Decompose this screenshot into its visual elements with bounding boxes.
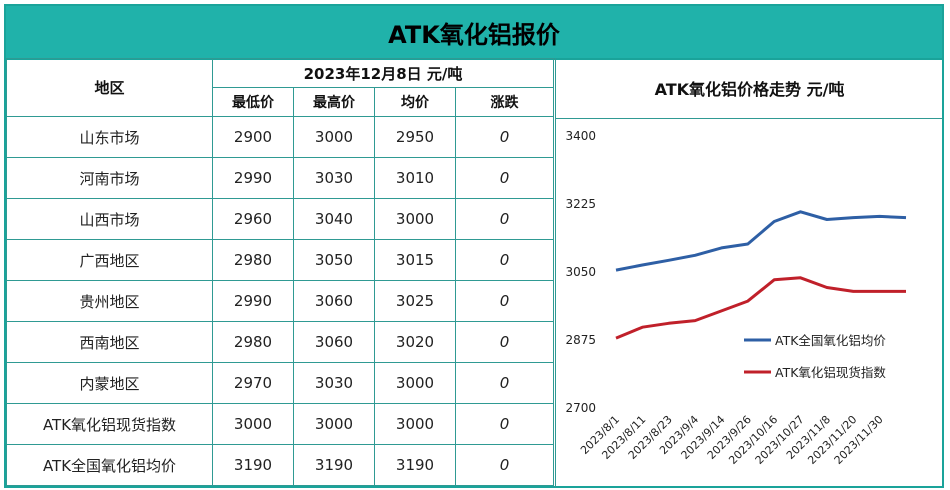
table-row: ATK氧化铝现货指数 3000 3000 3000 0 [6,403,555,445]
page-title: ATK氧化铝报价 [6,6,942,60]
region-cell: 山西市场 [6,198,213,240]
low-price-cell: 2990 [212,157,294,199]
series-line-0 [615,210,907,272]
y-tick-label: 2700 [565,401,596,415]
change-header: 涨跌 [454,87,555,117]
price-table: 地区 2023年12月8日 元/吨 最低价 最高价 均价 涨跌 山东市场 290… [6,58,555,486]
avg-price-cell: 3000 [374,198,456,240]
table-row: 贵州地区 2990 3060 3025 0 [6,280,555,322]
avg-price-cell: 2950 [374,116,456,158]
high-price-cell: 3050 [293,239,375,281]
price-trend-chart: 270028753050322534002023/8/12023/8/11202… [565,129,907,467]
low-price-cell: 2990 [212,280,294,322]
avg-price-cell: 3020 [374,321,456,363]
low-price-cell: 3190 [212,444,294,486]
avg-price-cell: 3015 [374,239,456,281]
change-cell: 0 [454,444,555,486]
y-tick-label: 2875 [565,333,596,347]
legend-label-1: ATK氧化铝现货指数 [775,365,886,380]
high-price-header: 最高价 [293,87,375,117]
low-price-cell: 2960 [212,198,294,240]
high-price-cell: 3190 [293,444,375,486]
table-row: 内蒙地区 2970 3030 3000 0 [6,362,555,404]
y-tick-label: 3225 [565,197,596,211]
series-line-1 [615,276,906,340]
price-trend-chart-panel: ATK氧化铝价格走势 元/吨 2700 2875 3050 3225 3400 2023/… [555,58,943,488]
table-row: 河南市场 2990 3030 3010 0 [6,157,555,199]
low-price-cell: 3000 [212,403,294,445]
avg-price-cell: 3025 [374,280,456,322]
high-price-cell: 3040 [293,198,375,240]
change-cell: 0 [454,198,555,240]
legend-label-0: ATK全国氧化铝均价 [775,333,886,348]
low-price-cell: 2900 [212,116,294,158]
avg-price-cell: 3000 [374,362,456,404]
region-cell: ATK全国氧化铝均价 [6,444,213,486]
region-cell: 山东市场 [6,116,213,158]
high-price-cell: 3060 [293,321,375,363]
high-price-cell: 3030 [293,362,375,404]
low-price-cell: 2980 [212,239,294,281]
table-row: 广西地区 2980 3050 3015 0 [6,239,555,281]
change-cell: 0 [454,157,555,199]
avg-price-cell: 3010 [374,157,456,199]
high-price-cell: 3060 [293,280,375,322]
change-cell: 0 [454,362,555,404]
table-row: ATK全国氧化铝均价 3190 3190 3190 0 [6,444,555,486]
region-cell: 河南市场 [6,157,213,199]
region-cell: ATK氧化铝现货指数 [6,403,213,445]
table-subheader-row: 最低价 最高价 均价 涨跌 [7,87,555,117]
high-price-cell: 3030 [293,157,375,199]
change-cell: 0 [454,239,555,281]
low-price-cell: 2980 [212,321,294,363]
region-cell: 内蒙地区 [6,362,213,404]
y-tick-label: 3400 [565,129,596,143]
table-row: 山东市场 2900 3000 2950 0 [6,116,555,158]
low-price-cell: 2970 [212,362,294,404]
quote-panel: ATK氧化铝报价 地区 2023年12月8日 元/吨 最低价 最高价 均价 涨跌… [4,4,944,488]
low-price-header: 最低价 [212,87,294,117]
table-header-row: 地区 2023年12月8日 元/吨 [6,58,555,117]
high-price-cell: 3000 [293,403,375,445]
change-cell: 0 [454,280,555,322]
change-cell: 0 [454,116,555,158]
avg-price-cell: 3190 [374,444,456,486]
region-cell: 西南地区 [6,321,213,363]
table-row: 山西市场 2960 3040 3000 0 [6,198,555,240]
avg-price-cell: 3000 [374,403,456,445]
y-tick-label: 3050 [565,265,596,279]
date-header: 2023年12月8日 元/吨 [211,58,555,88]
region-header: 地区 [6,58,213,117]
chart-title: ATK氧化铝价格走势 元/吨 [556,58,943,119]
change-cell: 0 [454,321,555,363]
change-cell: 0 [454,403,555,445]
region-cell: 广西地区 [6,239,213,281]
region-cell: 贵州地区 [6,280,213,322]
table-row: 西南地区 2980 3060 3020 0 [6,321,555,363]
high-price-cell: 3000 [293,116,375,158]
avg-price-header: 均价 [374,87,456,117]
